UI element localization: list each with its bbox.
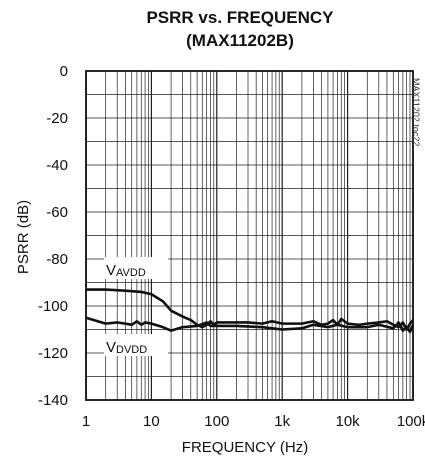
x-tick-label: 100 [204,413,229,430]
y-tick-label: -120 [38,345,68,362]
y-tick-label: -80 [46,251,68,268]
series-label-vdvdd-main: V [106,339,116,356]
y-tick-label: -60 [46,204,68,221]
x-tick-label: 10 [143,413,160,430]
x-axis-ticks: 1 10 100 1k 10k 100k [82,413,425,430]
svg-text:VAVDD: VAVDD [106,262,146,279]
y-tick-label: -100 [38,298,68,315]
x-axis-label: FREQUENCY (Hz) [182,439,308,456]
y-tick-label: -140 [38,392,68,409]
svg-text:VDVDD: VDVDD [106,339,147,356]
plot-frame [85,70,414,401]
series-label-vavdd-main: V [106,262,116,279]
data-series [85,288,415,334]
series-line-vdvdd [85,316,415,334]
series-label-vavdd-sub: AVDD [116,267,146,279]
x-tick-label: 100k [397,413,425,430]
y-axis-label: PSRR (dB) [15,200,32,274]
series-label-vdvdd-sub: DVDD [116,344,147,356]
plot-grid [85,70,413,401]
y-tick-label: 0 [60,63,68,80]
chart-subtitle: (MAX11202B) [186,31,294,50]
series-label-vavdd: VAVDD [104,257,168,279]
y-tick-label: -40 [46,157,68,174]
y-axis-ticks: 0 -20 -40 -60 -80 -100 -120 -140 [38,63,68,409]
series-line-vavdd [86,288,414,331]
x-tick-label: 1k [274,413,290,430]
y-tick-label: -20 [46,110,68,127]
chart-title: PSRR vs. FREQUENCY [146,8,334,27]
series-label-vdvdd: VDVDD [104,334,168,356]
x-tick-label: 1 [82,413,90,430]
figure-watermark: MAX11202 toc22 [411,78,421,146]
x-tick-label: 10k [336,413,361,430]
